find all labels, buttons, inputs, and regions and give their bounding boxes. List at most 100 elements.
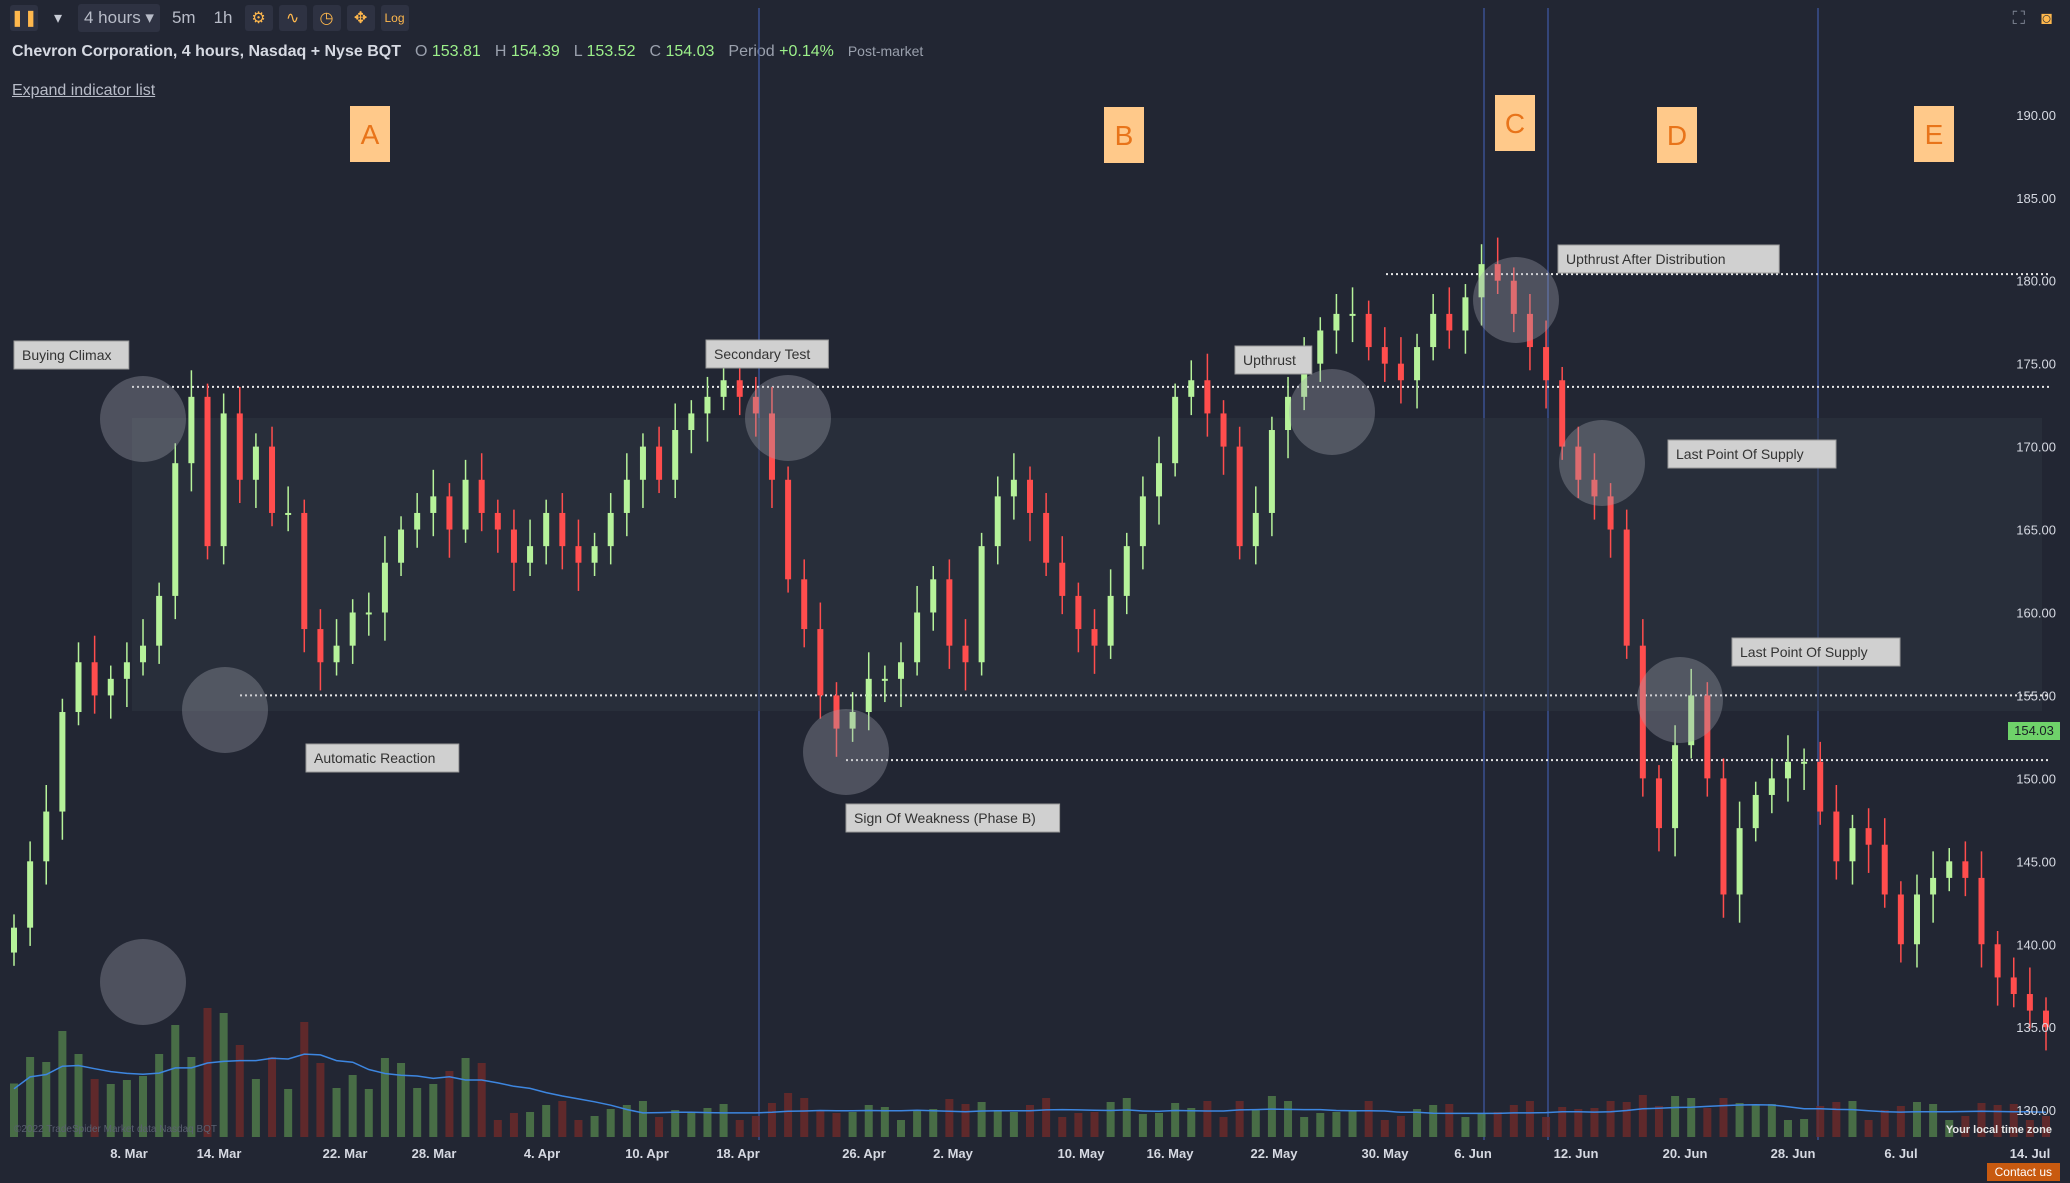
candle-body	[736, 380, 743, 397]
interval-5m-button[interactable]: 5m	[171, 8, 196, 27]
candle-body	[672, 430, 679, 480]
volume-bar	[493, 1120, 502, 1137]
candle-body	[269, 446, 276, 513]
candle-body	[1091, 629, 1098, 646]
candle-body	[1526, 313, 1533, 348]
volume-bar	[1542, 1117, 1551, 1137]
volume-bar	[1880, 1110, 1889, 1137]
phase-label-c: C	[1495, 95, 1535, 151]
volume-bar	[1493, 1112, 1502, 1137]
drawing-tool-icon[interactable]: ✥	[346, 5, 375, 31]
indicator-icon[interactable]: ∿	[278, 5, 307, 31]
candle-body	[1462, 297, 1469, 331]
x-tick-label: 20. Jun	[1663, 1146, 1708, 1161]
candle-body	[75, 662, 82, 713]
y-tick-label: 150.00	[2016, 771, 2056, 786]
interval-1h-button[interactable]: 1h	[213, 8, 233, 27]
volume-bar	[429, 1084, 438, 1137]
candlesticks	[11, 237, 2049, 1051]
candle-body	[1139, 496, 1146, 547]
top-right-controls: ⛶ ◙	[2013, 8, 2052, 29]
candle-body	[2026, 994, 2033, 1011]
log-scale-button[interactable]: Log	[380, 5, 409, 31]
candle-body	[140, 645, 147, 663]
volume-bar	[784, 1093, 793, 1137]
candle-body	[994, 496, 1001, 547]
volume-bar	[445, 1071, 454, 1137]
volume-bar	[1606, 1101, 1615, 1137]
candle-body	[1946, 861, 1953, 878]
candle-body	[1591, 479, 1598, 497]
candle-body	[752, 396, 759, 414]
volume-bar	[1961, 1116, 1970, 1137]
expand-indicator-list-link[interactable]: Expand indicator list	[12, 82, 156, 99]
volume-bar	[1477, 1113, 1486, 1137]
fullscreen-icon[interactable]: ⛶	[2012, 8, 2026, 28]
volume-bar	[977, 1102, 986, 1137]
y-tick-label: 130.00	[2016, 1103, 2056, 1118]
candle-body	[801, 579, 808, 630]
period-change: Period +0.14%	[728, 43, 834, 60]
volume-bar	[880, 1107, 889, 1137]
chevron-down-icon[interactable]: ▾	[53, 10, 63, 27]
candle-body	[1655, 778, 1662, 829]
volume-bar	[122, 1080, 131, 1137]
x-tick-label: 22. Mar	[323, 1146, 368, 1161]
contact-us-button[interactable]: Contact us	[1986, 1163, 2060, 1181]
event-circle	[745, 375, 831, 461]
candlestick-type-icon[interactable]: ❚❚	[10, 5, 38, 31]
candle-body	[1543, 347, 1550, 381]
candle-body	[1059, 562, 1066, 596]
event-circle	[182, 667, 268, 753]
candle-body	[1349, 313, 1356, 316]
x-tick-label: 6. Jun	[1454, 1146, 1492, 1161]
candle-body	[446, 496, 453, 530]
annotation-label: Upthrust After Distribution	[1557, 244, 1780, 274]
y-tick-label: 190.00	[2016, 108, 2056, 123]
volume-bar	[1590, 1108, 1599, 1137]
candle-body	[1849, 828, 1856, 862]
candle-body	[1236, 446, 1243, 547]
phase-labels: A B C D E	[350, 95, 1954, 163]
candle-body	[414, 512, 421, 530]
y-tick-label: 165.00	[2016, 523, 2056, 538]
interval-select[interactable]: 4 hours ▾	[78, 4, 160, 32]
annotation-label: Automatic Reaction	[305, 743, 460, 773]
volume-bar	[735, 1120, 744, 1137]
x-tick-label: 4. Apr	[524, 1146, 560, 1161]
candle-body	[1704, 695, 1711, 779]
clock-icon[interactable]: ◷	[312, 5, 341, 31]
volume-bar	[1751, 1105, 1760, 1137]
x-tick-label: 12. Jun	[1554, 1146, 1599, 1161]
volume-bar	[1945, 1120, 1954, 1137]
symbol-title: Chevron Corporation, 4 hours, Nasdaq + N…	[12, 43, 401, 60]
volume-bar	[767, 1103, 776, 1137]
volume-bar	[896, 1120, 905, 1137]
volume-bar	[1654, 1106, 1663, 1137]
event-circle	[803, 709, 889, 795]
candle-body	[156, 595, 163, 646]
candle-body	[494, 512, 501, 530]
camera-icon[interactable]: ◙	[2041, 8, 2052, 28]
annotation-label: Last Point Of Supply	[1667, 439, 1837, 469]
candle-body	[365, 612, 372, 615]
candle-body	[656, 446, 663, 480]
volume-bar	[1138, 1114, 1147, 1137]
candle-body	[704, 396, 711, 414]
x-tick-label: 28. Mar	[412, 1146, 457, 1161]
volume-bar	[1042, 1098, 1051, 1137]
candle-body	[1285, 396, 1292, 431]
price-axis: 130.00 135.00 140.00 145.00 150.00 155.00 160.…	[2016, 108, 2056, 1118]
gear-icon[interactable]: ⚙	[244, 5, 273, 31]
volume-bar	[622, 1105, 631, 1137]
volume-bar	[251, 1079, 260, 1137]
candle-body	[1268, 430, 1275, 513]
phase-label-d: D	[1657, 107, 1697, 163]
candle-body	[172, 463, 179, 596]
volume-bar	[1284, 1101, 1293, 1137]
candle-body	[914, 612, 921, 663]
candle-body	[91, 662, 98, 696]
open-value: O 153.81	[414, 43, 481, 60]
candle-body	[188, 396, 195, 464]
